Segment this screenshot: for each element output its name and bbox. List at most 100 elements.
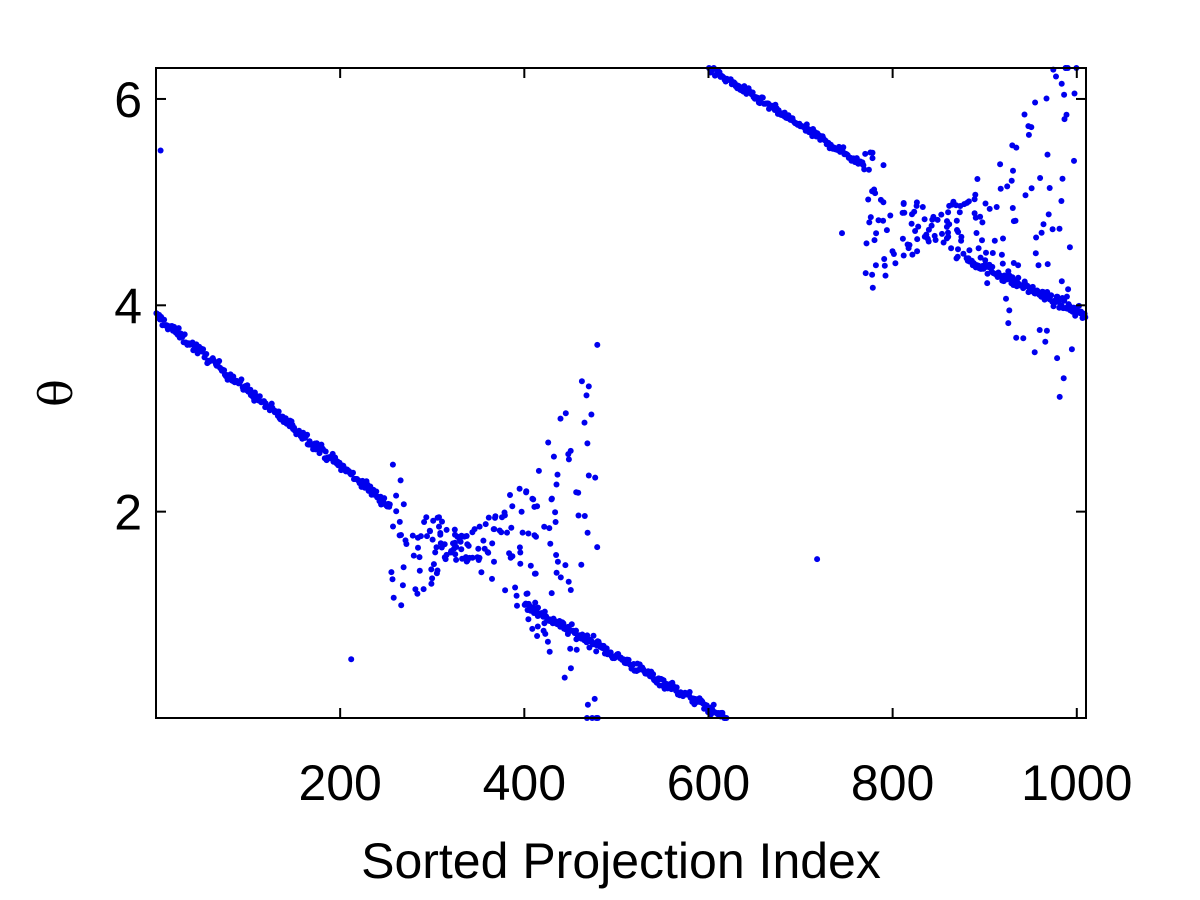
data-point (451, 526, 458, 533)
data-point (749, 89, 756, 96)
data-point (322, 448, 329, 455)
data-point (1040, 221, 1047, 228)
x-tick-label: 600 (667, 755, 750, 811)
data-point (433, 544, 440, 551)
data-point (550, 453, 557, 460)
data-point (972, 191, 979, 198)
data-point (541, 523, 548, 530)
data-point (1020, 335, 1027, 342)
data-point (529, 625, 536, 632)
plot-frame (155, 67, 1087, 719)
data-point (423, 514, 430, 521)
data-point (991, 237, 998, 244)
data-point (939, 230, 945, 237)
data-point (958, 237, 965, 244)
data-point (568, 621, 575, 628)
data-point (554, 558, 561, 565)
data-point (562, 410, 569, 417)
data-point (430, 517, 437, 524)
data-point (590, 632, 597, 639)
data-point (453, 556, 460, 563)
data-point (971, 196, 978, 203)
data-point (1068, 346, 1075, 353)
data-point (508, 524, 515, 531)
data-point (530, 496, 537, 503)
data-point (1031, 349, 1038, 356)
data-point (575, 489, 582, 496)
data-point (932, 237, 939, 243)
data-point (625, 656, 632, 663)
data-point (686, 689, 693, 695)
data-point (434, 514, 441, 521)
data-point (1043, 327, 1050, 334)
data-point (410, 552, 417, 559)
x-axis-ticks: 200 400 600 800 1000 (298, 68, 1132, 811)
data-point (397, 477, 404, 484)
data-point (430, 561, 437, 568)
data-point (534, 623, 541, 630)
data-point (944, 218, 950, 225)
data-point (1008, 177, 1015, 184)
data-point (415, 544, 421, 551)
data-point (921, 233, 928, 240)
data-point (161, 316, 168, 323)
data-point (502, 587, 509, 594)
data-point (573, 646, 580, 653)
data-point (1036, 327, 1043, 333)
data-point (1038, 229, 1045, 236)
data-point (1042, 338, 1049, 345)
y-tick-label: 2 (114, 485, 142, 541)
data-point (998, 251, 1005, 258)
data-point (525, 616, 532, 623)
data-point (869, 271, 876, 278)
data-point (200, 346, 207, 353)
data-point (997, 161, 1004, 168)
data-point (966, 247, 973, 254)
data-point (548, 496, 555, 503)
data-point (484, 549, 491, 556)
data-point (348, 656, 355, 663)
data-point (238, 376, 245, 383)
data-point (557, 574, 564, 581)
data-point (458, 546, 465, 553)
data-point (1005, 268, 1012, 275)
data-point (491, 558, 497, 565)
data-point (957, 203, 964, 209)
data-point (475, 545, 482, 552)
data-point (946, 202, 953, 209)
data-point (889, 248, 896, 255)
data-point (388, 569, 395, 576)
x-tick-label: 200 (298, 755, 381, 811)
data-point (1054, 355, 1061, 362)
data-point (871, 237, 878, 244)
data-point (480, 537, 487, 544)
data-point (912, 228, 919, 234)
data-point (591, 695, 598, 702)
data-point (1010, 167, 1016, 174)
data-point (989, 263, 996, 270)
data-point (1056, 393, 1063, 400)
data-point (921, 216, 928, 223)
data-point (416, 554, 423, 561)
data-point (553, 569, 560, 576)
data-point (710, 701, 717, 708)
data-point (940, 239, 947, 246)
data-point (304, 431, 311, 438)
data-point (881, 256, 888, 262)
data-point (491, 526, 498, 533)
data-point (578, 378, 585, 385)
data-point (544, 638, 551, 645)
data-point (1058, 80, 1065, 87)
data-point (997, 185, 1004, 192)
data-point (993, 204, 1000, 210)
data-point (955, 246, 961, 253)
y-tick-label: 6 (114, 72, 142, 128)
data-point (561, 674, 568, 681)
data-point (409, 532, 416, 539)
data-point (509, 503, 516, 510)
data-point (984, 280, 991, 287)
data-point (982, 200, 989, 207)
data-point (535, 467, 542, 474)
data-point (1046, 185, 1053, 191)
data-point (887, 212, 894, 219)
